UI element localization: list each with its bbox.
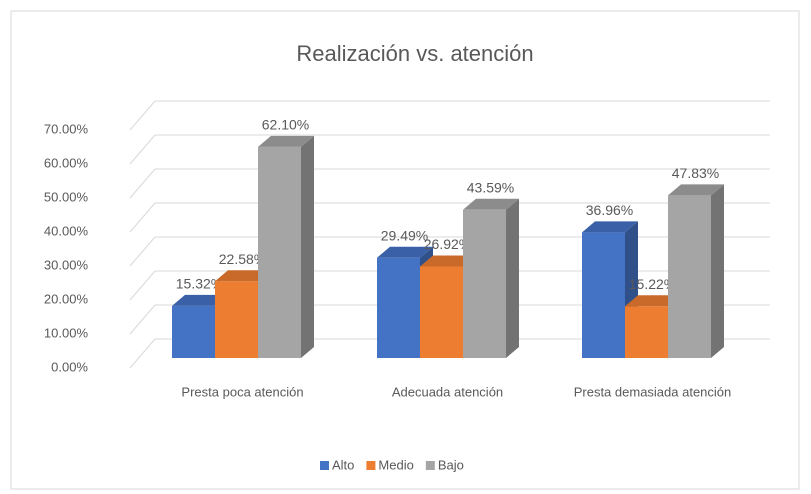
grid-line-side [129,168,156,199]
bar-side [506,198,519,358]
grid-line-side [129,236,156,267]
grid-line-side [129,304,156,335]
legend-label: Bajo [438,457,464,472]
bar-top [463,198,519,210]
legend-swatch [425,461,435,470]
y-tick-label: 0.00% [51,359,88,374]
legend-label: Medio [378,457,413,472]
value-label: 15.32% [176,276,223,292]
y-tick-label: 50.00% [44,189,89,204]
y-tick-label: 70.00% [44,121,89,136]
bar-top [258,135,314,147]
bar-top [420,255,476,267]
grid-line-side [129,100,156,131]
chart-title: Realización vs. atención [296,41,533,66]
legend-swatch [320,461,329,470]
value-label: 43.59% [467,179,514,195]
x-tick-label: Presta demasiada atención [574,384,732,399]
value-label: 36.96% [586,202,633,218]
bar-top [377,246,433,258]
legend-label: Alto [332,457,354,472]
y-tick-label: 10.00% [44,325,89,340]
bar [377,257,420,358]
y-tick-label: 60.00% [44,155,89,170]
bar [420,266,463,358]
value-label: 47.83% [672,165,719,181]
value-label: 29.49% [381,227,428,243]
legend-swatch [366,461,376,470]
value-label: 62.10% [262,117,309,133]
bar-top [582,221,638,233]
bar-top [625,295,681,307]
bar-side [301,135,314,358]
value-label: 26.92% [424,236,471,252]
x-tick-label: Adecuada atención [392,384,503,399]
bar [625,306,668,358]
bar-top [215,270,271,282]
y-tick-label: 40.00% [44,223,89,238]
bar-side [711,184,724,358]
value-label: 15.22% [629,276,676,292]
grid-line-side [129,338,156,369]
bar [258,146,301,358]
bar [582,232,625,358]
y-tick-label: 30.00% [44,257,89,272]
grid-line-side [129,202,156,233]
bar-top [172,294,228,306]
value-label: 22.58% [219,251,266,267]
bar [172,305,215,358]
bar [215,281,258,358]
bar [463,209,506,358]
x-tick-label: Presta poca atención [181,384,303,399]
bar [668,195,711,358]
y-tick-label: 20.00% [44,291,89,306]
bar-top [668,184,724,196]
grid-line-side [129,270,156,301]
grid-line-side [129,134,156,165]
